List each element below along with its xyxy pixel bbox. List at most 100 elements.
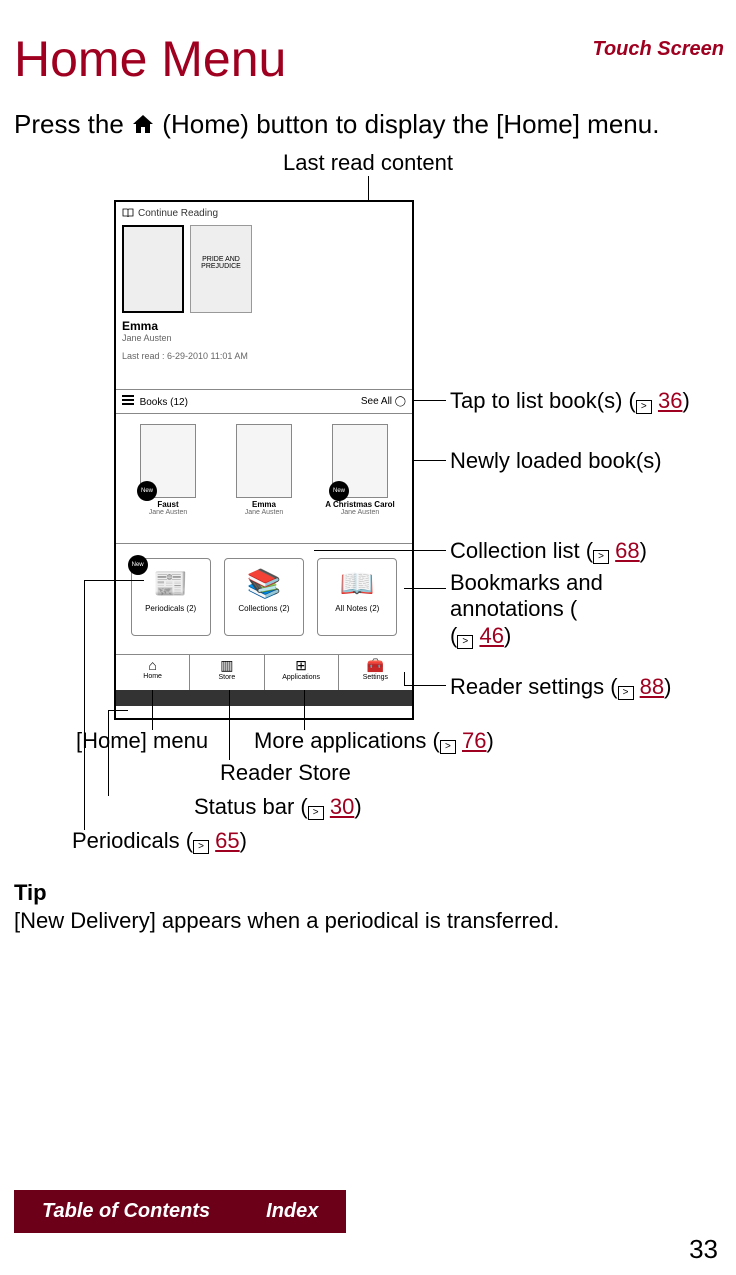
- toc-button[interactable]: Table of Contents: [14, 1190, 238, 1233]
- continue-label: Continue Reading: [122, 208, 406, 219]
- tip-section: Tip [New Delivery] appears when a period…: [14, 880, 722, 934]
- callout-text: More applications (: [254, 728, 440, 753]
- leader-line: [304, 690, 305, 730]
- callout-text: Tap to list book(s) (: [450, 388, 636, 413]
- page-ref-icon: >: [457, 635, 473, 649]
- app-label: Collections (2): [238, 604, 289, 613]
- intro-text: Press the (Home) button to display the […: [14, 108, 722, 142]
- page-link[interactable]: 36: [658, 388, 682, 413]
- callout-suffix: ): [504, 623, 511, 648]
- thumb-cover: [236, 424, 292, 498]
- cover-thumb: [122, 225, 184, 313]
- apps-row: 📰 Periodicals (2) New 📚 Collections (2) …: [116, 544, 412, 654]
- leader-line: [84, 580, 144, 581]
- callout-text: Reader settings (: [450, 674, 618, 699]
- footer-nav: Table of Contents Index: [14, 1190, 346, 1233]
- tab-home: ⌂Home: [116, 655, 190, 690]
- callout-suffix: ): [486, 728, 493, 753]
- book-open-icon: [122, 208, 134, 218]
- thumb-author: Jane Austen: [129, 509, 207, 516]
- thumb-author: Jane Austen: [225, 509, 303, 516]
- callout-periodicals: Periodicals (> 65): [72, 828, 247, 854]
- callout-text: Status bar (: [194, 794, 308, 819]
- tab-label: Settings: [363, 674, 388, 681]
- continue-reading-section: Continue Reading PRIDE AND PREJUDICE Emm…: [116, 202, 412, 390]
- cover-thumb: PRIDE AND PREJUDICE: [190, 225, 252, 313]
- book-thumb: Emma Jane Austen: [225, 424, 303, 537]
- book-thumb: New Faust Jane Austen: [129, 424, 207, 537]
- thumb-cover: New: [332, 424, 388, 498]
- books-label: Books (12): [122, 395, 188, 408]
- callout-suffix: ): [664, 674, 671, 699]
- status-bar: [116, 690, 412, 706]
- thumb-title: A Christmas Carol: [321, 500, 399, 509]
- page-link[interactable]: 46: [479, 623, 503, 648]
- leader-line: [152, 690, 153, 730]
- section-header: Touch Screen: [592, 38, 724, 61]
- page-ref-icon: >: [308, 806, 324, 820]
- page-link[interactable]: 76: [462, 728, 486, 753]
- page-ref-icon: >: [440, 740, 456, 754]
- callout-text: Bookmarks and annotations (: [450, 570, 603, 621]
- callout-home-menu: [Home] menu: [76, 728, 208, 754]
- books-icon: 📚: [225, 567, 303, 600]
- page-link[interactable]: 88: [640, 674, 664, 699]
- page-ref-icon: >: [636, 400, 652, 414]
- leader-line: [368, 176, 369, 200]
- leader-line: [108, 710, 128, 711]
- intro-before: Press the: [14, 109, 131, 139]
- thumb-cover: New: [140, 424, 196, 498]
- tab-label: Applications: [282, 674, 320, 681]
- tab-label: Home: [143, 673, 162, 680]
- page-link[interactable]: 68: [615, 538, 639, 563]
- books-header: Books (12) See All ◯: [116, 390, 412, 414]
- page-ref-icon: >: [193, 840, 209, 854]
- leader-line: [414, 400, 446, 401]
- new-badge: New: [137, 481, 157, 501]
- thumb-title: Faust: [129, 500, 207, 509]
- callout-suffix: ): [354, 794, 361, 819]
- last-read: Last read : 6-29-2010 11:01 AM: [122, 351, 406, 361]
- callout-last-read: Last read content: [283, 150, 453, 176]
- leader-line: [229, 690, 230, 760]
- callout-suffix: ): [240, 828, 247, 853]
- callout-reader-store: Reader Store: [220, 760, 351, 786]
- callout-tap-books: Tap to list book(s) (> 36): [450, 388, 690, 414]
- page-ref-icon: >: [618, 686, 634, 700]
- app-label: All Notes (2): [335, 604, 379, 613]
- page-ref-icon: >: [593, 550, 609, 564]
- see-all: See All ◯: [361, 396, 406, 407]
- callout-settings: Reader settings (> 88): [450, 674, 671, 700]
- leader-line: [108, 710, 109, 796]
- index-button[interactable]: Index: [238, 1190, 346, 1233]
- callout-collection: Collection list (> 68): [450, 538, 647, 564]
- app-collections: 📚 Collections (2): [224, 558, 304, 636]
- screenshot: Continue Reading PRIDE AND PREJUDICE Emm…: [114, 200, 414, 720]
- book-thumb: New A Christmas Carol Jane Austen: [321, 424, 399, 537]
- see-all-text: See All: [361, 396, 392, 407]
- page-number: 33: [689, 1234, 718, 1265]
- callout-suffix: ): [640, 538, 647, 563]
- home-icon: [131, 113, 155, 135]
- tab-apps: ⊞Applications: [265, 655, 339, 690]
- leader-line: [84, 580, 85, 830]
- callout-text: Collection list (: [450, 538, 593, 563]
- page-link[interactable]: 30: [330, 794, 354, 819]
- book-author: Jane Austen: [122, 333, 406, 343]
- leader-line: [404, 685, 446, 686]
- tab-settings: 🧰Settings: [339, 655, 412, 690]
- leader-line: [314, 550, 446, 551]
- home-tab-icon: ⌂: [116, 657, 189, 673]
- books-count: Books (12): [140, 397, 188, 408]
- callout-text: Periodicals (: [72, 828, 193, 853]
- thumb-title: Emma: [225, 500, 303, 509]
- tab-label: Store: [219, 674, 236, 681]
- continue-label-text: Continue Reading: [138, 208, 218, 219]
- diagram: Last read content Continue Reading PRIDE…: [14, 150, 722, 870]
- leader-line: [414, 460, 446, 461]
- callout-bookmarks: Bookmarks and annotations ((> 46): [450, 570, 722, 649]
- notes-icon: 📖: [318, 567, 396, 600]
- book-title: Emma: [122, 319, 406, 333]
- new-badge: New: [329, 481, 349, 501]
- page-link[interactable]: 65: [215, 828, 239, 853]
